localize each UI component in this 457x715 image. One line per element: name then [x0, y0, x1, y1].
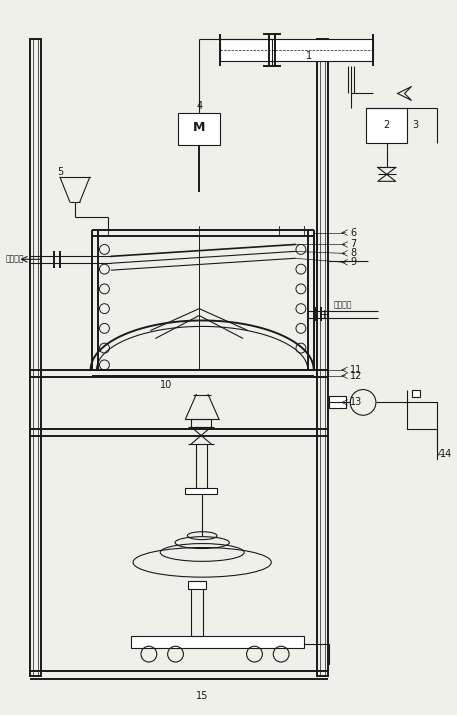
Text: 12: 12	[350, 371, 362, 381]
Bar	[186, 488, 217, 494]
Text: 10: 10	[159, 380, 172, 390]
Text: 8: 8	[350, 248, 356, 258]
Text: 2: 2	[383, 120, 390, 130]
Bar	[366, 108, 408, 143]
Text: 4: 4	[196, 102, 202, 112]
Text: 15: 15	[196, 691, 208, 701]
Text: 5: 5	[57, 167, 63, 177]
Bar	[329, 397, 346, 408]
Text: 13: 13	[350, 398, 362, 408]
Bar	[188, 581, 206, 589]
Bar	[412, 390, 420, 398]
Bar	[317, 39, 328, 676]
Text: M: M	[193, 121, 205, 134]
Bar	[191, 587, 203, 636]
Bar	[191, 419, 211, 427]
Bar	[31, 39, 41, 676]
Bar	[319, 39, 324, 676]
Text: 9: 9	[350, 257, 356, 267]
Text: 6: 6	[350, 227, 356, 237]
Text: 7: 7	[350, 240, 356, 250]
Bar	[131, 636, 304, 649]
Text: 11: 11	[350, 365, 362, 375]
Text: 热分质出: 热分质出	[6, 255, 24, 264]
Text: 14: 14	[440, 449, 452, 459]
Bar	[220, 39, 373, 61]
Text: 3: 3	[412, 120, 419, 130]
Bar	[33, 39, 38, 676]
Text: 1: 1	[306, 51, 312, 61]
Text: 助分质进: 助分质进	[334, 300, 352, 309]
Bar	[179, 113, 220, 144]
